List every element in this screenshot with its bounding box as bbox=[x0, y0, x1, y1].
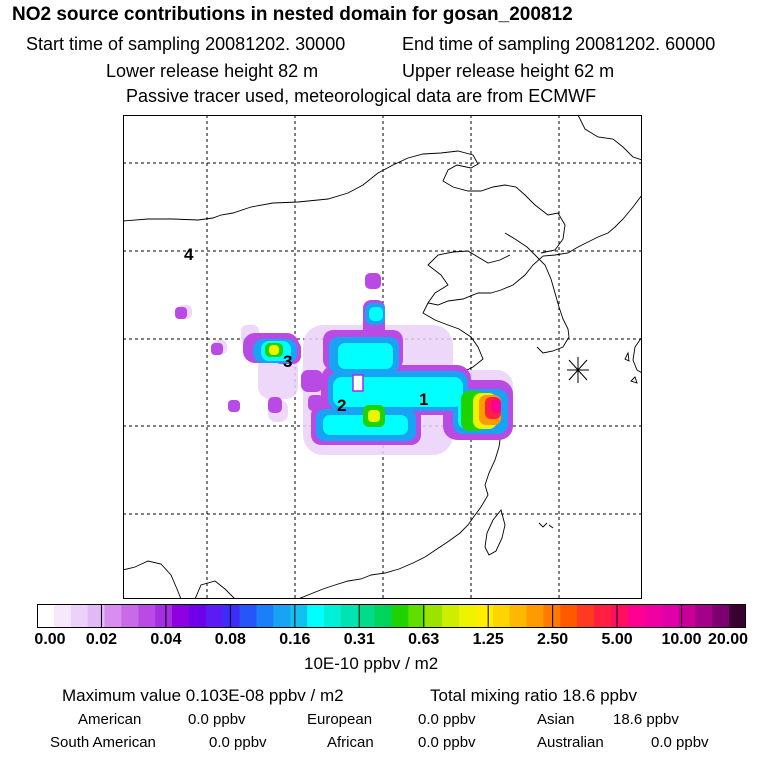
colorbar-cell bbox=[594, 604, 612, 628]
colorbar-units: 10E-10 ppbv / m2 bbox=[304, 654, 439, 673]
colorbar-cell bbox=[509, 604, 528, 628]
colorbar-cell bbox=[37, 604, 55, 628]
region-name-asian: Asian bbox=[537, 711, 575, 728]
hole-marker bbox=[352, 374, 364, 392]
colorbar-cell bbox=[391, 604, 409, 628]
receptor-marker bbox=[567, 357, 589, 383]
colorbar-tick-label: 5.00 bbox=[601, 631, 633, 648]
region-name-australian: Australian bbox=[537, 734, 604, 751]
colorbar-tick-label: 0.08 bbox=[214, 631, 246, 648]
colorbar-cell bbox=[53, 604, 72, 628]
figure-title: NO2 source contributions in nested domai… bbox=[12, 4, 573, 25]
colorbar-tick-label: 0.04 bbox=[150, 631, 182, 648]
colorbar-cell bbox=[357, 604, 376, 628]
region-name-american: American bbox=[78, 711, 142, 728]
region-value-african: 0.0 ppbv bbox=[418, 734, 476, 751]
region-label-4: 4 bbox=[184, 245, 194, 264]
colorbar-cell bbox=[155, 604, 173, 628]
colorbar-cell bbox=[577, 604, 595, 628]
colorbar-tick-label: 0.16 bbox=[279, 631, 311, 648]
region-label-2: 2 bbox=[337, 396, 346, 415]
total-mixing-ratio: Total mixing ratio 18.6 ppbv bbox=[430, 686, 637, 705]
colorbar-tick-label: 2.50 bbox=[537, 631, 569, 648]
colorbar-cell bbox=[172, 604, 190, 628]
colorbar-cell bbox=[442, 604, 460, 628]
colorbar-cell bbox=[138, 604, 156, 628]
colorbar-cell bbox=[222, 604, 241, 628]
map-panel: 1 2 3 4 bbox=[123, 115, 642, 599]
region-value-european: 0.0 ppbv bbox=[418, 711, 476, 728]
colorbar-cell bbox=[374, 604, 393, 628]
region-name-south-american: South American bbox=[50, 734, 156, 751]
colorbar-cell bbox=[729, 604, 746, 628]
region-label-1: 1 bbox=[419, 390, 428, 409]
colorbar-cell bbox=[492, 604, 511, 628]
colorbar-frame bbox=[37, 604, 746, 628]
colorbar-cell bbox=[121, 604, 139, 628]
colorbar-cell bbox=[712, 604, 730, 628]
colorbar-cell bbox=[408, 604, 426, 628]
colorbar-cell bbox=[526, 604, 545, 628]
upper-release-height: Upper release height 62 m bbox=[402, 61, 615, 81]
colorbar-tick-label: 1.25 bbox=[472, 631, 504, 648]
region-value-american: 0.0 ppbv bbox=[188, 711, 246, 728]
colorbar bbox=[37, 604, 746, 628]
region-value-asian: 18.6 ppbv bbox=[613, 711, 679, 728]
start-time: Start time of sampling 20081202. 30000 bbox=[26, 34, 346, 54]
colorbar-cell bbox=[340, 604, 359, 628]
region-name-european: European bbox=[307, 711, 373, 728]
colorbar-cell bbox=[560, 604, 578, 628]
colorbar-tick-label: 10.00 bbox=[661, 631, 702, 648]
end-time: End time of sampling 20081202. 60000 bbox=[402, 34, 716, 54]
maximum-value: Maximum value 0.103E-08 ppbv / m2 bbox=[62, 686, 344, 705]
colorbar-cell bbox=[610, 604, 629, 628]
colorbar-tick-label: 0.00 bbox=[34, 631, 66, 648]
colorbar-tick-label: 20.00 bbox=[707, 631, 749, 648]
colorbar-cell bbox=[205, 604, 224, 628]
colorbar-cell bbox=[290, 604, 308, 628]
colorbar-cell bbox=[273, 604, 291, 628]
colorbar-tick-label: 0.02 bbox=[85, 631, 118, 648]
magenta-band bbox=[491, 399, 501, 413]
colorbar-cell bbox=[644, 604, 663, 628]
region-value-australian: 0.0 ppbv bbox=[651, 734, 709, 751]
region-name-african: African bbox=[327, 734, 374, 751]
colorbar-cell bbox=[323, 604, 342, 628]
colorbar-cell bbox=[475, 604, 494, 628]
colorbar-cell bbox=[627, 604, 646, 628]
colorbar-cell bbox=[239, 604, 258, 628]
colorbar-cell bbox=[425, 604, 443, 628]
tracer-note: Passive tracer used, meteorological data… bbox=[126, 86, 597, 106]
region-label-3: 3 bbox=[283, 352, 292, 371]
colorbar-cell bbox=[661, 604, 680, 628]
region-value-south-american: 0.0 ppbv bbox=[209, 734, 267, 751]
colorbar-cell bbox=[188, 604, 207, 628]
colorbar-cell bbox=[70, 604, 89, 628]
colorbar-cell bbox=[459, 604, 477, 628]
colorbar-cell bbox=[87, 604, 106, 628]
colorbar-tick-label: 0.63 bbox=[408, 631, 440, 648]
colorbar-cell bbox=[104, 604, 122, 628]
colorbar-cell bbox=[695, 604, 713, 628]
lower-release-height: Lower release height 82 m bbox=[106, 61, 319, 81]
concentration-field bbox=[175, 273, 513, 455]
colorbar-cell bbox=[307, 604, 325, 628]
colorbar-cell bbox=[256, 604, 274, 628]
colorbar-cell bbox=[678, 604, 696, 628]
colorbar-tick-label: 0.31 bbox=[343, 631, 375, 648]
